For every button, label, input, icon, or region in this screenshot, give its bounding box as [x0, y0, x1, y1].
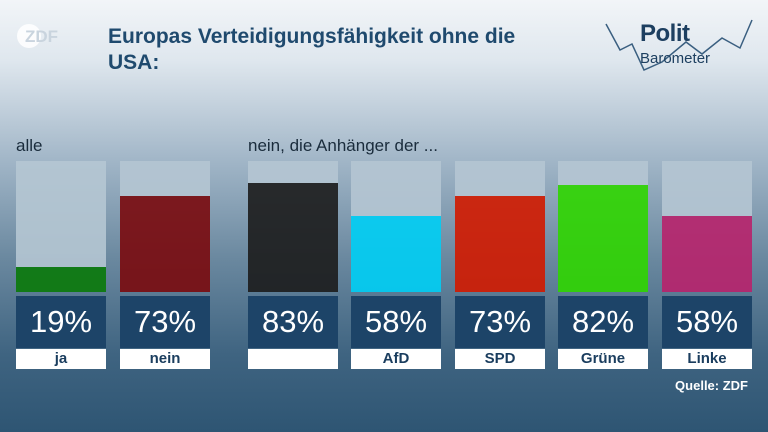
bar-track — [120, 161, 210, 292]
zdf-logo-text: ZDF — [25, 27, 58, 46]
bar — [662, 216, 752, 292]
zdf-logo: ZDF — [16, 22, 80, 50]
category-label — [248, 349, 338, 369]
bar-value-label: 58% — [662, 296, 752, 348]
category-label: Grüne — [558, 349, 648, 369]
bar-value-label: 82% — [558, 296, 648, 348]
source-label: Quelle: ZDF — [675, 378, 748, 393]
category-label: SPD — [455, 349, 545, 369]
bar — [248, 183, 338, 292]
chart-title: Europas Verteidigungsfähigkeit ohne die … — [108, 25, 516, 74]
bar-value-label: 73% — [455, 296, 545, 348]
bar-track — [662, 161, 752, 292]
bar-track — [248, 161, 338, 292]
category-label: AfD — [351, 349, 441, 369]
bar-value-label: 58% — [351, 296, 441, 348]
bar-track — [351, 161, 441, 292]
bar-track — [16, 161, 106, 292]
group-label-supporters: nein, die Anhänger der ... — [248, 136, 438, 155]
group-label-all: alle — [16, 136, 43, 155]
bar-value-label: 83% — [248, 296, 338, 348]
bar-value-label: 73% — [120, 296, 210, 348]
bar-value-label: 19% — [16, 296, 106, 348]
brand-line2: Barometer — [640, 50, 711, 67]
bar — [120, 196, 210, 292]
category-label: ja — [16, 349, 106, 369]
category-label: nein — [120, 349, 210, 369]
bar-track — [558, 161, 648, 292]
politbarometer-logo: Polit Barometer — [602, 14, 754, 76]
bar — [16, 267, 106, 292]
brand-line1: Polit — [640, 20, 690, 47]
bar-track — [455, 161, 545, 292]
bar — [455, 196, 545, 292]
category-label: Linke — [662, 349, 752, 369]
bar — [351, 216, 441, 292]
bar — [558, 185, 648, 292]
